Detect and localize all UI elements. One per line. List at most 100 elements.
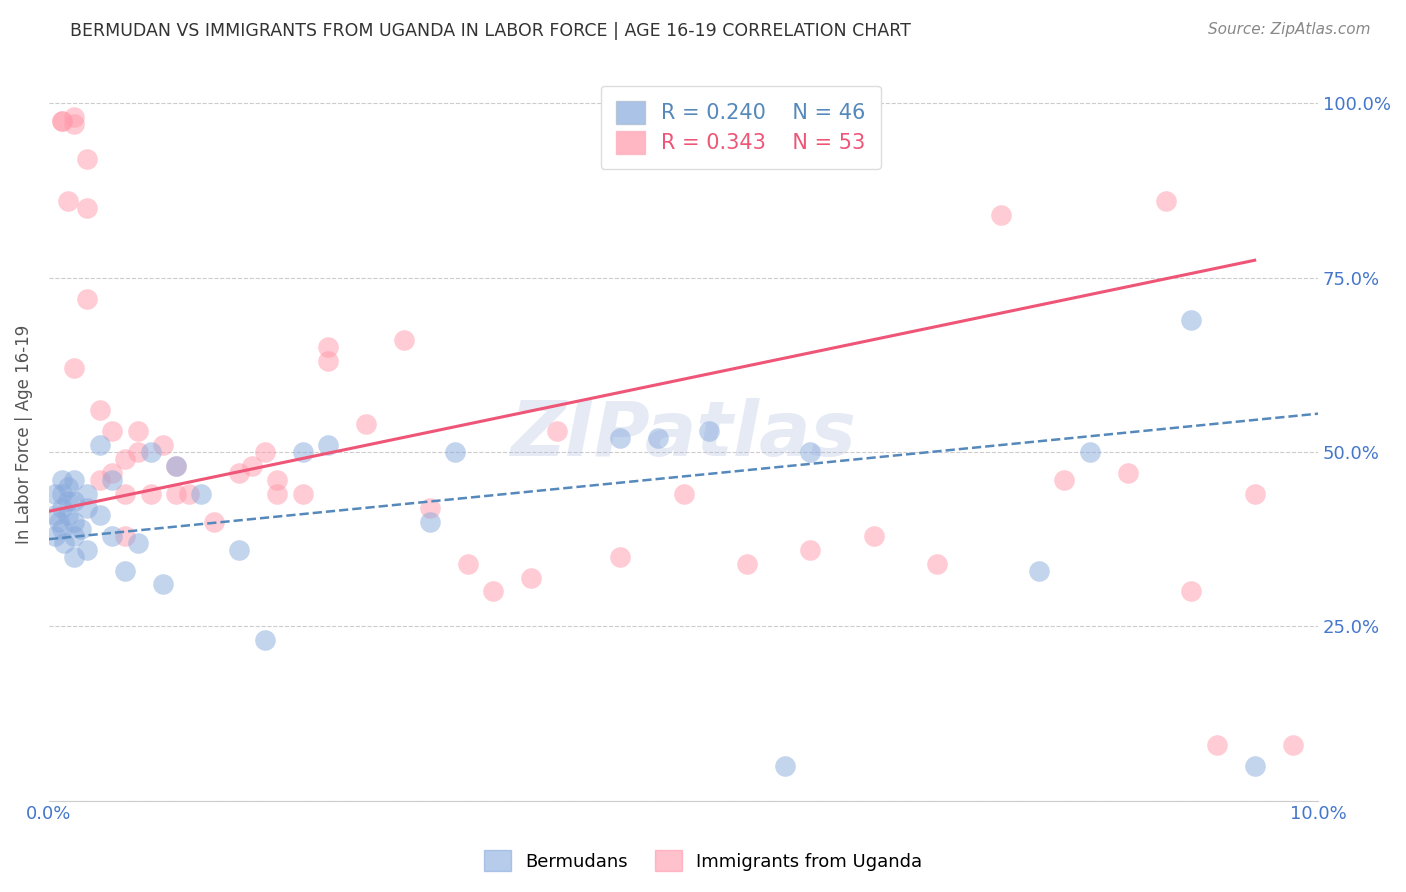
Point — [735, 557, 758, 571]
Point — [76, 500, 98, 515]
Point — [48, 515, 70, 529]
Point — [89, 473, 111, 487]
Point — [190, 487, 212, 501]
Point — [63, 473, 86, 487]
Point — [482, 584, 505, 599]
Point — [63, 515, 86, 529]
Point — [165, 458, 187, 473]
Point — [1281, 738, 1303, 752]
Point — [63, 493, 86, 508]
Point — [101, 466, 124, 480]
Point — [76, 152, 98, 166]
Point — [799, 542, 821, 557]
Point — [316, 438, 339, 452]
Point — [773, 758, 796, 772]
Point — [394, 334, 416, 348]
Point — [56, 480, 79, 494]
Point — [76, 292, 98, 306]
Point — [152, 577, 174, 591]
Point — [165, 487, 187, 501]
Point — [63, 111, 86, 125]
Point — [647, 431, 669, 445]
Point — [228, 466, 250, 480]
Point — [1180, 584, 1202, 599]
Point — [316, 354, 339, 368]
Point — [51, 113, 73, 128]
Point — [228, 542, 250, 557]
Point — [56, 508, 79, 522]
Point — [1154, 194, 1177, 208]
Point — [672, 487, 695, 501]
Point — [89, 438, 111, 452]
Point — [63, 361, 86, 376]
Point — [990, 208, 1012, 222]
Point — [63, 549, 86, 564]
Point — [316, 340, 339, 354]
Point — [1180, 312, 1202, 326]
Point — [457, 557, 479, 571]
Point — [89, 403, 111, 417]
Text: ZIPatlas: ZIPatlas — [510, 398, 856, 472]
Point — [546, 424, 568, 438]
Point — [253, 445, 276, 459]
Point — [114, 564, 136, 578]
Point — [114, 452, 136, 467]
Point — [697, 424, 720, 438]
Point — [1116, 466, 1139, 480]
Text: Source: ZipAtlas.com: Source: ZipAtlas.com — [1208, 22, 1371, 37]
Point — [101, 473, 124, 487]
Point — [444, 445, 467, 459]
Point — [799, 445, 821, 459]
Point — [1243, 758, 1265, 772]
Legend: Bermudans, Immigrants from Uganda: Bermudans, Immigrants from Uganda — [477, 843, 929, 879]
Point — [609, 431, 631, 445]
Point — [114, 529, 136, 543]
Point — [127, 535, 149, 549]
Point — [520, 570, 543, 584]
Point — [89, 508, 111, 522]
Point — [266, 487, 288, 501]
Point — [177, 487, 200, 501]
Point — [253, 633, 276, 648]
Point — [1205, 738, 1227, 752]
Point — [266, 473, 288, 487]
Point — [51, 500, 73, 515]
Point — [101, 424, 124, 438]
Point — [419, 500, 441, 515]
Point — [44, 529, 66, 543]
Point — [76, 542, 98, 557]
Point — [44, 487, 66, 501]
Point — [56, 493, 79, 508]
Point — [927, 557, 949, 571]
Point — [139, 445, 162, 459]
Point — [51, 522, 73, 536]
Point — [356, 417, 378, 431]
Point — [69, 522, 91, 536]
Point — [291, 487, 314, 501]
Point — [291, 445, 314, 459]
Point — [63, 117, 86, 131]
Text: BERMUDAN VS IMMIGRANTS FROM UGANDA IN LABOR FORCE | AGE 16-19 CORRELATION CHART: BERMUDAN VS IMMIGRANTS FROM UGANDA IN LA… — [70, 22, 911, 40]
Point — [44, 508, 66, 522]
Point — [863, 529, 886, 543]
Point — [1078, 445, 1101, 459]
Point — [127, 424, 149, 438]
Point — [419, 515, 441, 529]
Point — [114, 487, 136, 501]
Point — [53, 535, 76, 549]
Point — [127, 445, 149, 459]
Point — [51, 113, 73, 128]
Point — [56, 194, 79, 208]
Point — [1053, 473, 1076, 487]
Point — [152, 438, 174, 452]
Point — [240, 458, 263, 473]
Y-axis label: In Labor Force | Age 16-19: In Labor Force | Age 16-19 — [15, 325, 32, 544]
Point — [202, 515, 225, 529]
Point — [1028, 564, 1050, 578]
Point — [101, 529, 124, 543]
Point — [139, 487, 162, 501]
Point — [76, 201, 98, 215]
Point — [51, 473, 73, 487]
Point — [165, 458, 187, 473]
Legend: R = 0.240    N = 46, R = 0.343    N = 53: R = 0.240 N = 46, R = 0.343 N = 53 — [600, 86, 880, 169]
